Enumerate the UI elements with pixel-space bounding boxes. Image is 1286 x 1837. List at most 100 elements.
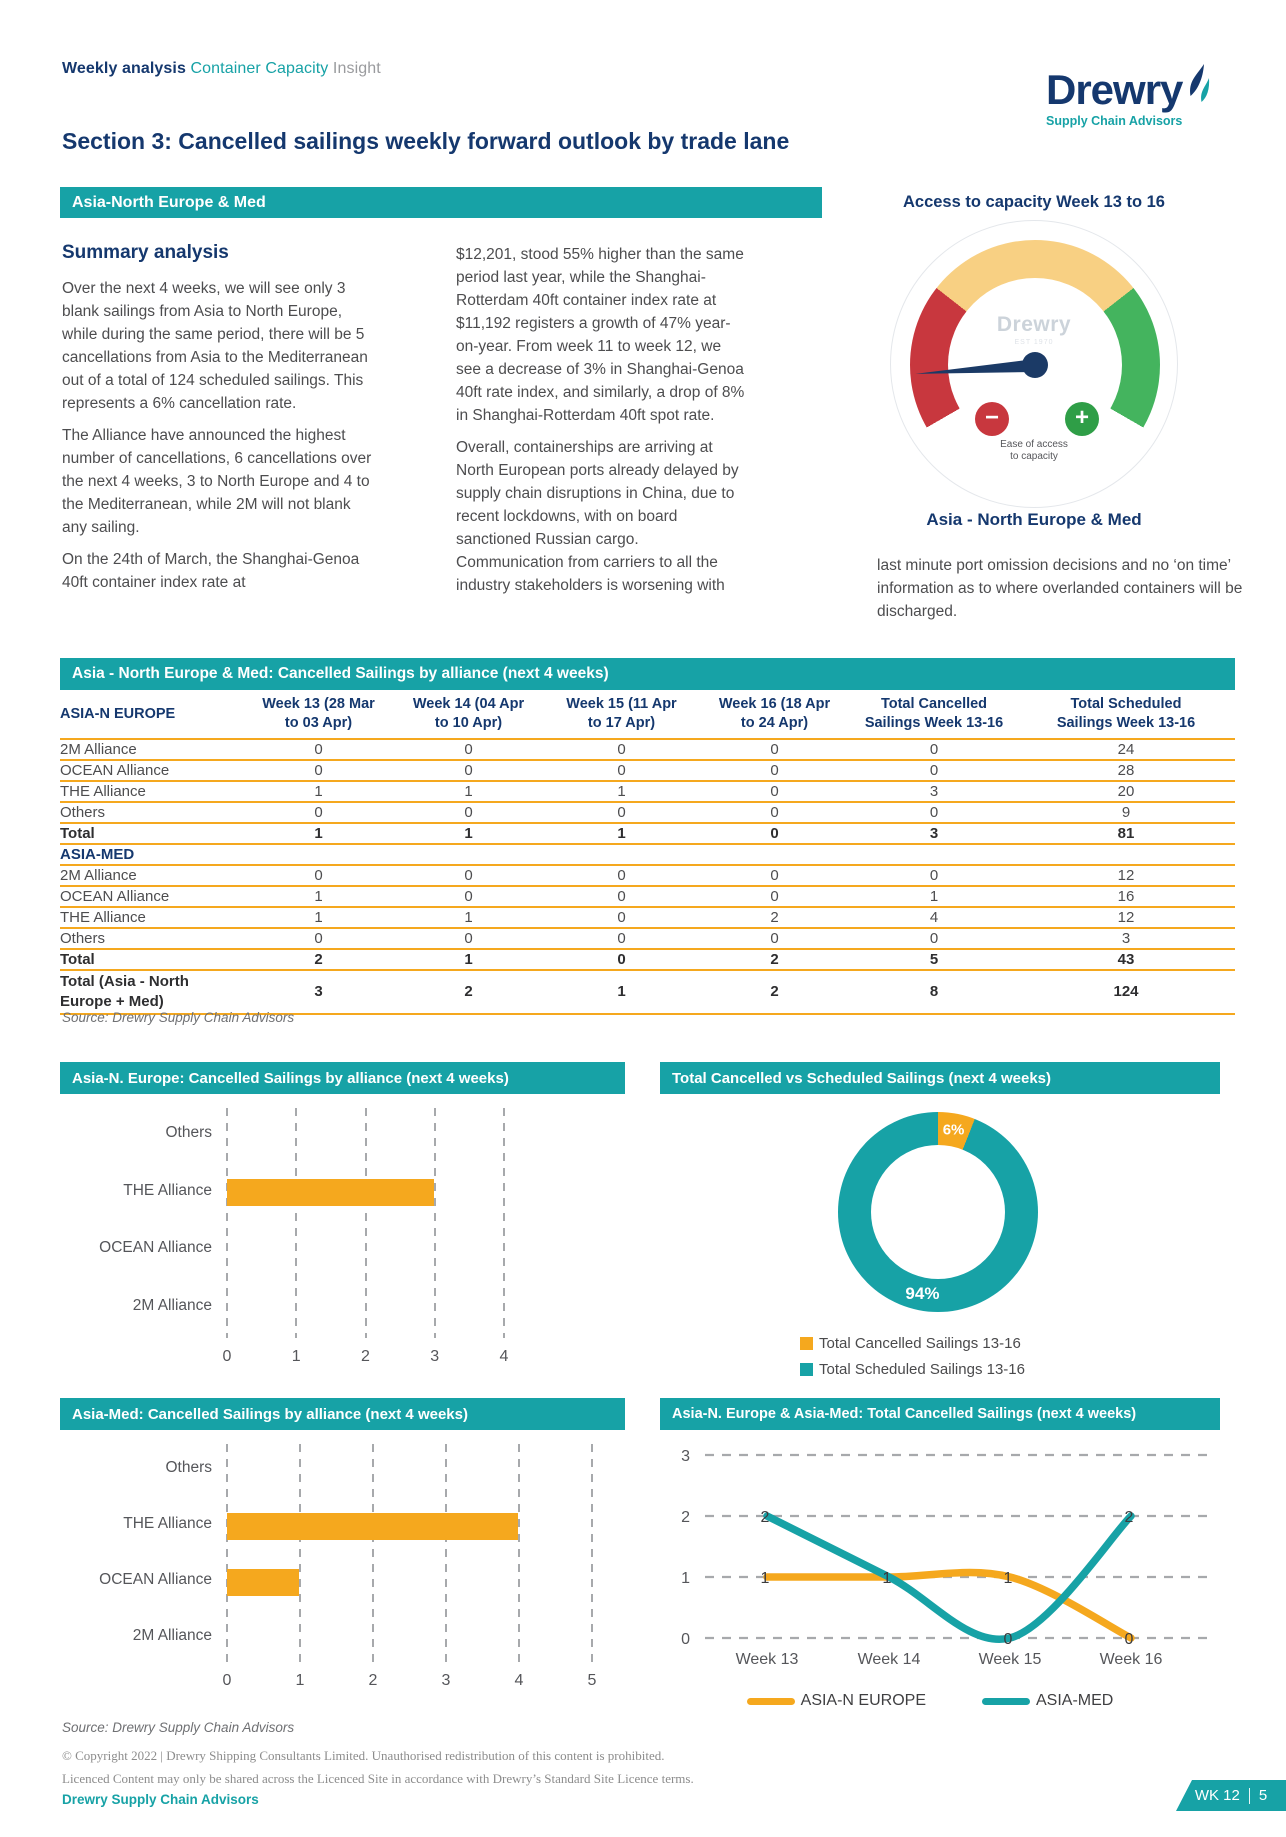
table-cell: 0: [617, 909, 626, 926]
x-tick-label: 3: [441, 1672, 451, 1689]
table-header-cell: Week 13 (28 Mar to 03 Apr): [262, 696, 375, 731]
x-tick-label: Week 14: [858, 1651, 921, 1668]
gridline: [372, 1444, 374, 1662]
minus-icon: −: [975, 402, 1009, 436]
series-asia-n europe: [763, 1568, 1135, 1642]
legend-label: ASIA-MED: [1036, 1692, 1114, 1709]
table-cell: 3: [314, 983, 323, 1000]
gridline: [445, 1444, 447, 1662]
gridline: [299, 1444, 301, 1662]
point-label: 0: [1004, 1631, 1013, 1648]
table-cell: 1: [314, 909, 323, 926]
table-row: Total 1 1 1 0 3 81: [60, 824, 1235, 845]
table-row-label: Total: [60, 951, 95, 968]
page-title: Section 3: Cancelled sailings weekly for…: [62, 128, 790, 154]
category-label: Others: [165, 1124, 212, 1141]
gauge-watermark: Drewry: [996, 313, 1072, 336]
table-cell: 0: [770, 867, 779, 884]
summary-paragraph: Overall, containerships are arriving at …: [456, 439, 739, 594]
table-cell: 5: [929, 951, 939, 968]
summary-column-2: $12,201, stood 55% higher than the same …: [456, 243, 748, 606]
table-cell: 1: [314, 888, 323, 905]
legend-label: Total Cancelled Sailings 13-16: [819, 1334, 1021, 1352]
table-row: Total (Asia - North Europe + Med) 3 2 1 2 8 124: [60, 971, 1235, 1015]
table-cell: 0: [770, 825, 779, 842]
donut-slice-label: 6%: [942, 1121, 965, 1139]
capacity-gauge: Drewry EST 1970 − + Ease of access to ca…: [890, 220, 1178, 508]
table-cell: 0: [617, 741, 626, 758]
chart-title-donut: Total Cancelled vs Scheduled Sailings (n…: [660, 1062, 1220, 1094]
table-row-label: Total: [60, 825, 95, 842]
table-cell: 0: [770, 804, 779, 821]
bar-ocean-alliance: [227, 1568, 299, 1596]
legend-swatch: [800, 1362, 813, 1376]
legend-line-swatch: [982, 1697, 1030, 1705]
table-cell: 20: [1117, 783, 1135, 800]
point-label: 1: [761, 1570, 770, 1587]
gridline: [226, 1444, 228, 1662]
x-tick-label: 2: [368, 1672, 378, 1689]
table-row-label: 2M Alliance: [60, 741, 137, 758]
category-label: OCEAN Alliance: [99, 1239, 212, 1257]
badge-page: 5: [1258, 1787, 1268, 1804]
table-cell: 24: [1117, 741, 1135, 758]
capacity-note: last minute port omission decisions and …: [877, 557, 1243, 620]
donut-legend: Total Cancelled Sailings 13-16 Total Sche…: [800, 1330, 1025, 1382]
gauge-watermark-sub: EST 1970: [1014, 339, 1054, 346]
table-header-cell: ASIA-N EUROPE: [60, 705, 176, 722]
header-product: Container Capacity: [190, 60, 329, 77]
table-cell: 2: [770, 951, 779, 968]
summary-column-1: Summary analysis Over the next 4 weeks, …: [62, 241, 376, 603]
table-cell: 2: [770, 983, 779, 1000]
table-cell: 0: [770, 888, 779, 905]
table-cell: 0: [314, 804, 323, 821]
legend-item: ASIA-N EUROPE: [746, 1688, 926, 1714]
table-cell: 1: [314, 825, 323, 842]
point-label: 1: [883, 1570, 892, 1587]
point-label: 2: [761, 1509, 770, 1526]
y-tick-label: 3: [681, 1448, 690, 1465]
x-tick-label: Week 15: [979, 1651, 1042, 1668]
chart-title-asia-med: Asia-Med: Cancelled Sailings by alliance…: [60, 1398, 625, 1430]
y-tick-label: 1: [681, 1570, 690, 1587]
table-row: OCEAN Alliance 1 0 0 0 1 16: [60, 887, 1235, 908]
table-cell: 124: [1113, 983, 1139, 1000]
table-cell: 1: [464, 825, 473, 842]
table-header-cell: Week 16 (18 Apr to 24 Apr): [718, 696, 831, 731]
table-row: THE Alliance 1 1 0 2 4 12: [60, 908, 1235, 929]
gridline: [226, 1108, 228, 1338]
table-row-label: ASIA-MED: [60, 846, 135, 863]
table-cell: 28: [1117, 762, 1135, 779]
table-row: 2M Alliance 0 0 0 0 0 24: [60, 740, 1235, 761]
legend-label: Total Scheduled Sailings 13-16: [819, 1360, 1025, 1378]
x-tick-label: 4: [499, 1348, 509, 1365]
table-cell: 81: [1117, 825, 1135, 842]
point-label: 0: [1125, 1631, 1134, 1648]
summary-paragraph: The Alliance have announced the highest …: [62, 427, 372, 536]
table-row: Others 0 0 0 0 0 3: [60, 929, 1235, 950]
legend-label: ASIA-N EUROPE: [800, 1692, 926, 1709]
table-cell: 0: [929, 930, 939, 947]
table-cell: 8: [929, 983, 939, 1000]
table-cell: 0: [929, 741, 939, 758]
table-cell: 3: [929, 825, 939, 842]
table-cell: 0: [464, 867, 473, 884]
table-cell: 4: [929, 909, 939, 926]
badge-divider: [1248, 1787, 1250, 1804]
bar-chart-asia-med: 0 1 2 3 4 5 Others THE Alliance OCEAN Alliance 2M…: [60, 1444, 625, 1706]
category-label: 2M Alliance: [132, 1627, 212, 1644]
table-cell: 0: [770, 741, 779, 758]
table-row-label: 2M Alliance: [60, 867, 137, 884]
category-label: 2M Alliance: [132, 1297, 212, 1315]
table-cell: 0: [929, 762, 939, 779]
gridline: [364, 1108, 367, 1338]
table-header-cell: Week 14 (04 Apr to 10 Apr): [412, 696, 525, 731]
gauge-caption: Ease of access to capacity: [1000, 439, 1068, 462]
table-cell: 0: [617, 930, 626, 947]
table-cell: 0: [464, 888, 473, 905]
table-cell: 0: [770, 930, 779, 947]
charts-source: Source: Drewry Supply Chain Advisors: [62, 1720, 295, 1735]
table-cell: 0: [464, 741, 473, 758]
table-cell: 0: [770, 762, 779, 779]
table-row-label: Others: [60, 930, 106, 947]
